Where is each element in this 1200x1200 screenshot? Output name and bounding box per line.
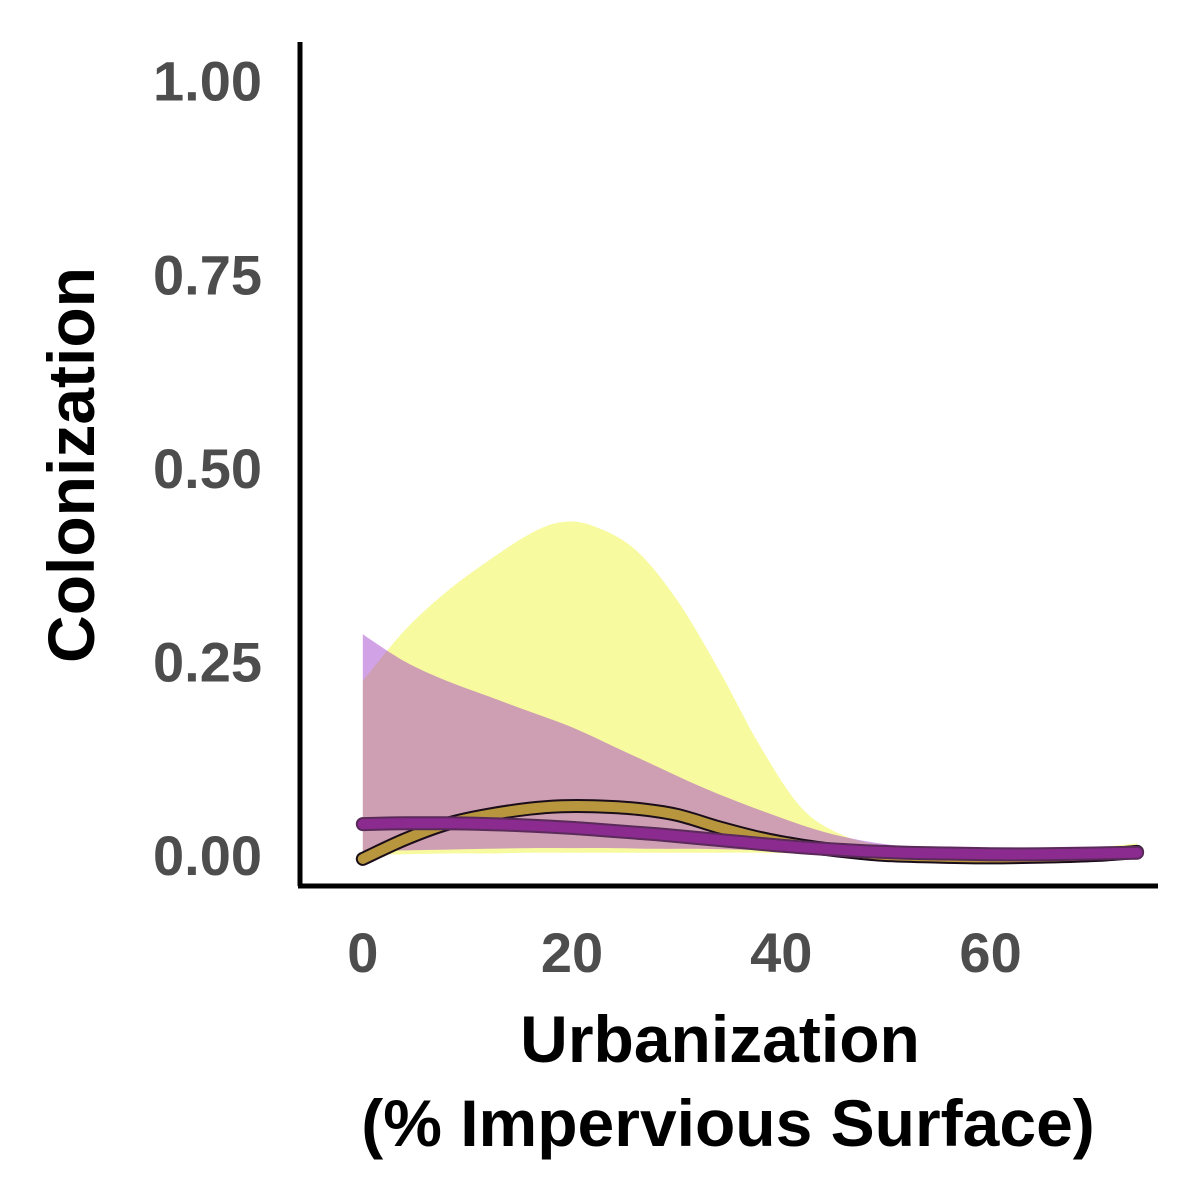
confidence-band-1 [362,521,1138,859]
y-axis-title: Colonization [34,267,108,663]
confidence-bands [362,521,1138,859]
y-tick-label: 0.50 [153,437,262,500]
axes [297,42,1158,889]
tick-labels: 0.00 0.25 0.50 0.75 1.00 0 20 40 60 [153,50,1022,984]
y-tick-label: 0.75 [153,243,262,306]
y-tick-label: 0.25 [153,630,262,693]
y-tick-label: 0.00 [153,824,262,887]
series-lines [355,798,1145,866]
x-axis-title-line-2: (% Impervious Surface) [361,1086,1095,1160]
x-tick-label: 20 [541,921,603,984]
x-tick-label: 40 [750,921,812,984]
mean-line-2 [357,818,1143,860]
x-axis-title-line-1: Urbanization [520,1002,920,1076]
x-tick-label: 0 [347,921,378,984]
x-tick-label: 60 [959,921,1021,984]
y-tick-label: 1.00 [153,50,262,113]
